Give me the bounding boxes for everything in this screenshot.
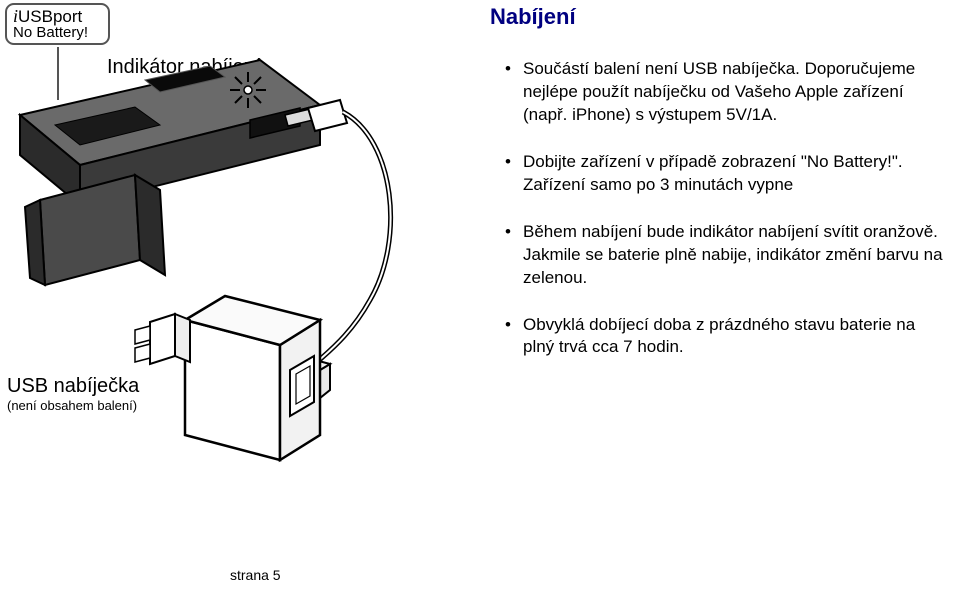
- bullet-text: Součástí balení není USB nabíječka. Dopo…: [523, 58, 950, 127]
- led-indicator-icon: [230, 72, 266, 108]
- bullet-dot-icon: •: [505, 58, 523, 127]
- bullet-item: • Během nabíjení bude indikátor nabíjení…: [505, 221, 950, 290]
- bullet-text: Dobijte zařízení v případě zobrazení "No…: [523, 151, 950, 197]
- bullet-item: • Dobijte zařízení v případě zobrazení "…: [505, 151, 950, 197]
- bullet-list: • Součástí balení není USB nabíječka. Do…: [505, 58, 950, 383]
- page-title: Nabíjení: [490, 4, 576, 30]
- bullet-item: • Součástí balení není USB nabíječka. Do…: [505, 58, 950, 127]
- illustration: [0, 0, 480, 500]
- device-body-icon: [20, 60, 320, 285]
- page-footer: strana 5: [230, 567, 281, 583]
- charger-cube-icon: [185, 201, 320, 460]
- bullet-text: Během nabíjení bude indikátor nabíjení s…: [523, 221, 950, 290]
- bullet-dot-icon: •: [505, 314, 523, 360]
- charger-prongs-icon: [135, 314, 190, 364]
- bullet-dot-icon: •: [505, 221, 523, 290]
- bullet-dot-icon: •: [505, 151, 523, 197]
- bullet-text: Obvyklá dobíjecí doba z prázdného stavu …: [523, 314, 950, 360]
- bullet-item: • Obvyklá dobíjecí doba z prázdného stav…: [505, 314, 950, 360]
